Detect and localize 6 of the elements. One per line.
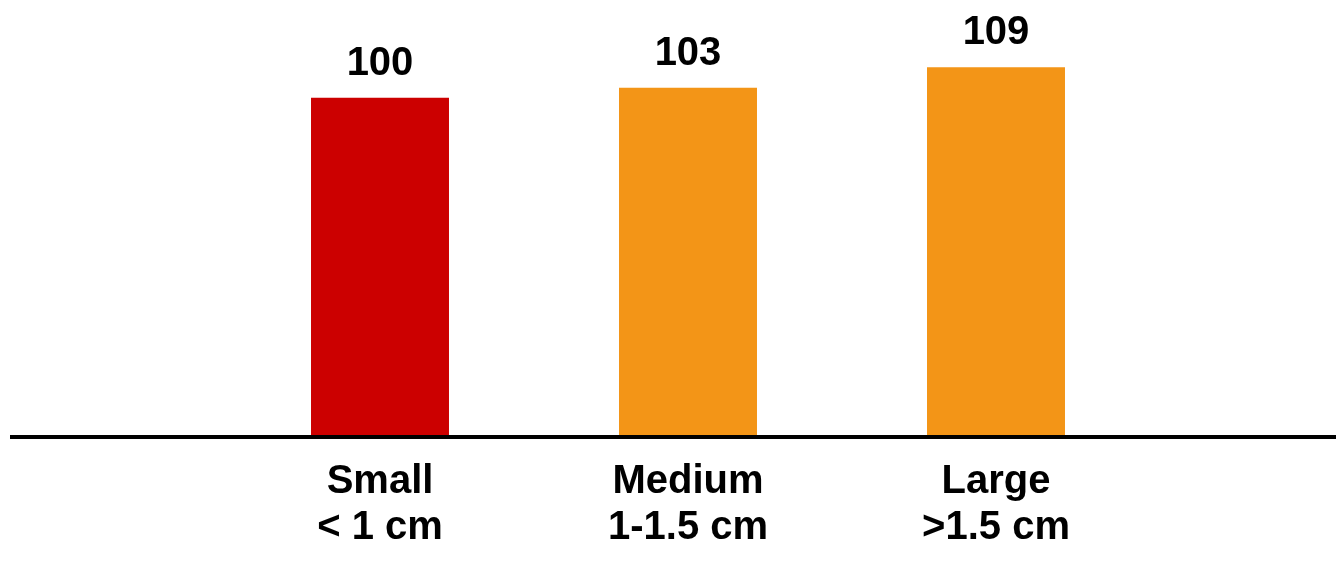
data-label: 100 — [346, 38, 414, 83]
data-label: 109 — [962, 8, 1030, 53]
x-tick-label: Large >1.5 cm — [922, 457, 1070, 548]
x-tick-label: Small < 1 cm — [317, 457, 443, 548]
x-tick-label: Medium 1-1.5 cm — [607, 457, 769, 548]
data-label: 103 — [654, 28, 722, 73]
